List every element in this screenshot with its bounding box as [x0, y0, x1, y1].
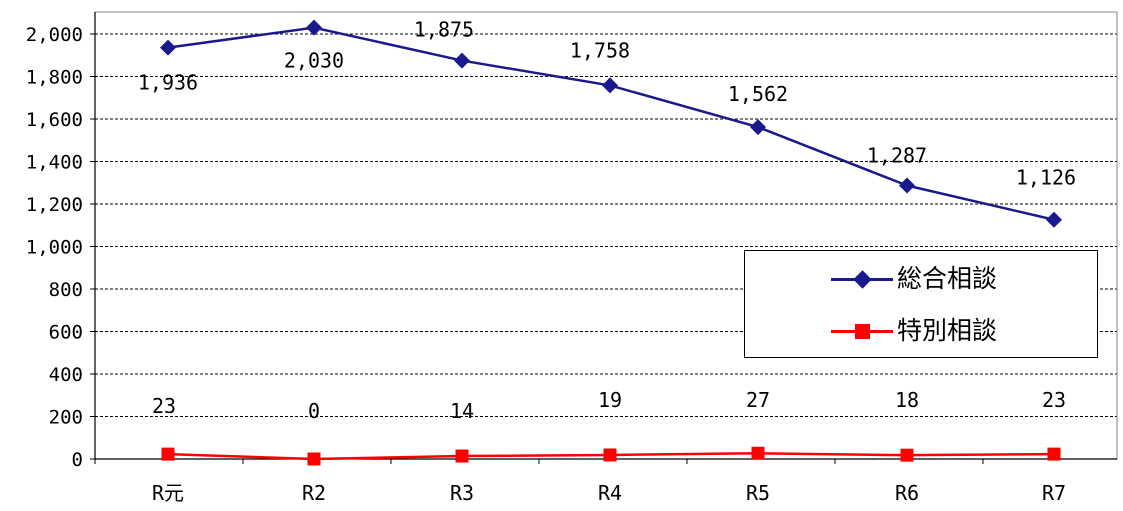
- data-label: 23: [1042, 388, 1066, 412]
- x-tick-label: R3: [450, 481, 474, 505]
- y-tick-label: 1,200: [26, 194, 83, 216]
- y-tick-label: 1,400: [26, 152, 83, 174]
- x-tick-label: R元: [152, 481, 184, 505]
- legend-label-series-2: 特別相談: [897, 316, 998, 345]
- data-label: 1,875: [414, 18, 474, 42]
- data-label: 19: [598, 388, 622, 412]
- data-point: [750, 119, 766, 136]
- data-label: 18: [895, 388, 919, 412]
- data-label: 1,936: [138, 71, 198, 95]
- data-point: [899, 177, 915, 194]
- y-tick-label: 200: [49, 407, 83, 429]
- y-tick-label: 1,800: [26, 67, 83, 89]
- x-tick-label: R6: [895, 481, 919, 505]
- data-point: [1046, 211, 1062, 228]
- data-label: 1,126: [1016, 166, 1076, 190]
- data-point: [602, 77, 618, 94]
- data-label: 1,758: [570, 38, 630, 62]
- legend-label-series-1: 総合相談: [897, 264, 998, 293]
- y-tick-label: 1,000: [26, 237, 83, 259]
- data-label: 14: [450, 399, 474, 423]
- series-lines: [160, 19, 1062, 466]
- data-label: 2,030: [284, 49, 344, 73]
- y-tick-label: 800: [49, 279, 83, 301]
- data-point: [307, 452, 321, 466]
- x-axis-tick-labels: R元 R2 R3 R4 R5 R6 R7: [152, 481, 1066, 505]
- data-point: [1047, 447, 1061, 461]
- data-label: 0: [308, 399, 320, 423]
- data-label: 1,562: [728, 82, 788, 106]
- x-tick-label: R2: [302, 481, 326, 505]
- data-label: 23: [152, 394, 176, 418]
- legend-item-series-1: 総合相談: [745, 259, 1097, 299]
- legend: 総合相談 特別相談: [744, 250, 1098, 358]
- y-tick-label: 400: [49, 364, 83, 386]
- data-point: [900, 448, 914, 462]
- data-label: 1,287: [867, 144, 927, 168]
- data-point: [455, 449, 469, 463]
- y-tick-label: 2,000: [26, 24, 83, 46]
- data-point: [161, 447, 175, 461]
- y-tick-label: 600: [49, 322, 83, 344]
- y-tick-label: 0: [72, 449, 83, 471]
- x-tick-label: R5: [746, 481, 770, 505]
- legend-item-series-2: 特別相談: [745, 311, 1097, 351]
- diamond-marker-icon: [853, 270, 872, 289]
- y-tick-label: 1,600: [26, 109, 83, 131]
- data-point: [306, 19, 322, 36]
- y-axis-tick-labels: 0 200 400 600 800 1,000 1,200 1,400 1,600 1,800 2,…: [26, 24, 83, 471]
- square-marker-icon: [855, 324, 870, 339]
- data-point: [603, 448, 617, 462]
- data-point: [160, 39, 176, 56]
- data-point: [454, 52, 470, 69]
- x-tick-label: R4: [598, 481, 622, 505]
- data-labels: 1,936 2,030 1,875 1,758 1,562 1,287 1,126 23 0 14…: [138, 18, 1076, 423]
- gridlines: [95, 33, 1117, 417]
- data-label: 27: [746, 388, 770, 412]
- x-tick-label: R7: [1042, 481, 1066, 505]
- data-point: [751, 446, 765, 460]
